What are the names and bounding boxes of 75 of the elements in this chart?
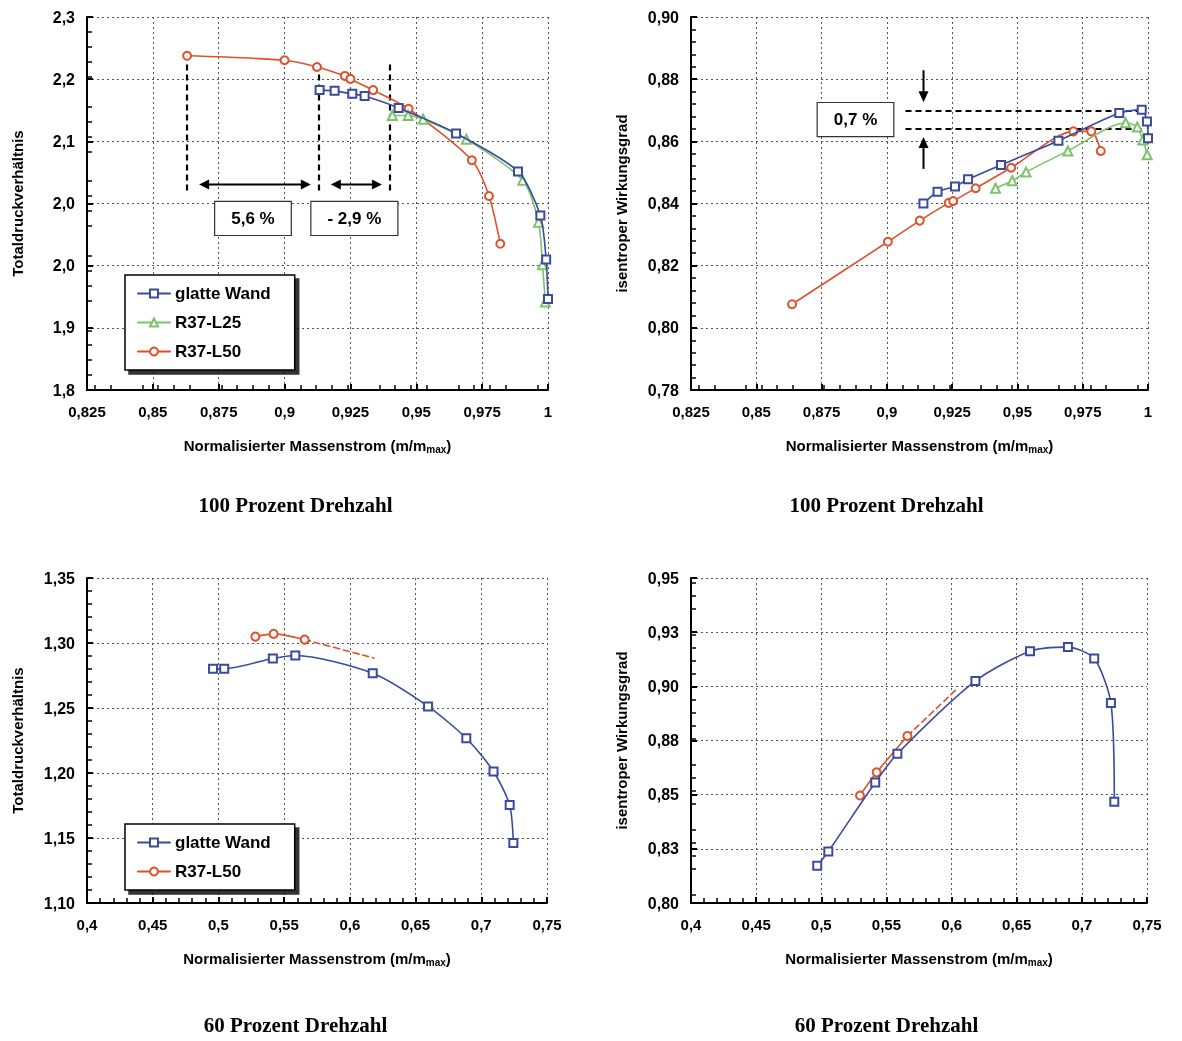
y-tick-label: 2,0 [52, 195, 76, 212]
x-tick-label: 0,45 [741, 916, 771, 933]
x-tick-label: 0,4 [680, 916, 703, 933]
y-tick-label: 1,8 [52, 381, 76, 399]
x-tick-label: 0,4 [76, 916, 99, 933]
annotation: - 2,9 % [327, 208, 382, 228]
text: 60 Prozent Drehzahl [203, 1012, 388, 1037]
x-tick-label: 0,975 [1063, 403, 1102, 420]
y-axis-title: Totaldruckverhältnis [9, 130, 26, 277]
legend-label: glatte Wand [175, 284, 271, 303]
text: 100 Prozent Drehzahl [789, 492, 984, 517]
x-tick-label: 0,9 [274, 403, 295, 420]
y-tick-label: 0,83 [647, 840, 680, 858]
y-tick-label: 1,15 [43, 829, 76, 847]
x-tick-label: 0,875 [199, 403, 238, 420]
x-tick-label: 0,75 [1132, 916, 1162, 933]
y-tick-label: 0,88 [647, 732, 680, 749]
x-tick-label: 0,925 [331, 403, 370, 420]
y-tick-label: 0,78 [647, 381, 680, 399]
text: 100 Prozent Drehzahl [198, 492, 393, 517]
x-tick-label: 0,825 [68, 403, 106, 420]
x-tick-label: 0,75 [532, 916, 562, 933]
y-tick-label: 0,90 [647, 677, 680, 695]
y-tick-label: 1,10 [43, 894, 76, 912]
x-tick-label: 0,7 [470, 916, 492, 933]
annotation: 5,6 % [231, 208, 275, 228]
x-tick-label: 0,975 [463, 403, 501, 420]
legend-label: R37-L50 [175, 342, 242, 361]
y-tick-label: 2,0 [52, 257, 76, 275]
x-tick-label: 0,5 [208, 916, 229, 933]
y-axis-title: isentroper Wirkungsgrad [613, 114, 630, 293]
y-axis-title: Totaldruckverhältnis [9, 667, 26, 814]
x-tick-label: 0,85 [741, 403, 771, 420]
x-tick-label: 0,875 [802, 403, 841, 420]
x-tick-label: 0,825 [672, 403, 710, 420]
x-tick-label: 0,65 [400, 916, 431, 933]
y-tick-label: 0,80 [647, 894, 680, 912]
annotation: 0,7 % [833, 110, 878, 130]
x-tick-label: 0,925 [933, 403, 971, 420]
x-tick-label: 0,7 [1071, 916, 1093, 933]
y-tick-label: 0,88 [647, 70, 680, 88]
y-tick-label: 1,35 [43, 569, 76, 587]
y-tick-label: 1,20 [43, 764, 76, 782]
x-tick-label: 0,6 [941, 916, 962, 933]
y-tick-label: 0,85 [647, 786, 680, 804]
y-tick-label: 1,9 [52, 319, 76, 337]
x-tick-label: 0,65 [1002, 916, 1032, 933]
y-axis-title: isentroper Wirkungsgrad [613, 651, 630, 830]
y-tick-label: 0,84 [647, 195, 680, 212]
x-tick-label: 0,55 [269, 916, 299, 933]
x-tick-label: 0,5 [810, 916, 832, 933]
y-tick-label: 0,93 [647, 623, 680, 641]
y-tick-label: 0,95 [647, 569, 680, 587]
x-tick-label: 0,9 [876, 403, 898, 420]
y-tick-label: 2,3 [52, 8, 76, 26]
x-tick-label: 0,6 [339, 916, 361, 933]
x-tick-label: 0,85 [138, 403, 168, 420]
x-tick-label: 1 [1143, 403, 1153, 420]
y-tick-label: 2,2 [52, 70, 76, 88]
y-tick-label: 1,30 [43, 634, 76, 652]
x-tick-label: 0,45 [138, 916, 168, 933]
legend-label: glatte Wand [175, 833, 271, 852]
x-tick-label: 0,95 [1002, 403, 1033, 420]
y-tick-label: 1,25 [43, 699, 76, 717]
x-tick-label: 0,95 [401, 403, 431, 420]
y-tick-label: 0,90 [647, 8, 680, 26]
legend-label: R37-L25 [175, 313, 242, 332]
y-tick-label: 2,1 [52, 132, 76, 150]
y-tick-label: 0,86 [647, 132, 680, 150]
y-tick-label: 0,82 [647, 257, 680, 275]
y-tick-label: 0,80 [647, 319, 680, 337]
x-tick-label: 1 [543, 403, 553, 420]
legend-label: R37-L50 [175, 862, 242, 881]
x-tick-label: 0,55 [871, 916, 902, 933]
text: 60 Prozent Drehzahl [794, 1012, 979, 1037]
